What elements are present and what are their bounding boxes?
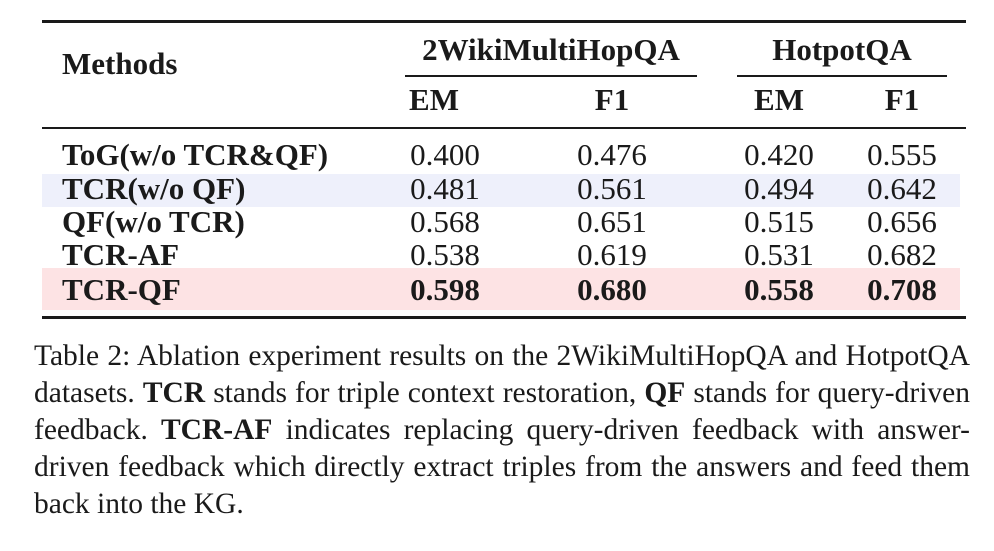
cell-hotpotqa-f1: 0.708 — [867, 272, 937, 307]
cell-hotpotqa-em: 0.420 — [744, 137, 814, 172]
group-header-2wiki: 2WikiMultiHopQA — [422, 32, 680, 67]
table-mid-rule — [42, 127, 966, 129]
cell-hotpotqa-em: 0.531 — [744, 237, 814, 272]
caption-term-qf: QF — [644, 377, 686, 409]
subheader-hotpotqa-em: EM — [754, 82, 804, 117]
cell-hotpotqa-f1: 0.682 — [867, 237, 937, 272]
cell-2wiki-f1: 0.476 — [577, 137, 647, 172]
caption-text: stands for triple context restoration, — [205, 377, 645, 409]
cell-hotpotqa-f1: 0.656 — [867, 204, 937, 239]
row-highlight-tcr-qf — [42, 268, 960, 310]
cell-hotpotqa-em: 0.558 — [744, 272, 814, 307]
row-method: TCR(w/o QF) — [62, 171, 246, 206]
row-method: TCR-QF — [62, 272, 181, 307]
cmidrule-2wiki — [405, 75, 697, 77]
cell-hotpotqa-f1: 0.555 — [867, 137, 937, 172]
cell-2wiki-f1: 0.561 — [577, 171, 647, 206]
cell-hotpotqa-em: 0.515 — [744, 204, 814, 239]
cell-2wiki-em: 0.400 — [410, 137, 480, 172]
cell-2wiki-f1: 0.619 — [577, 237, 647, 272]
methods-header: Methods — [62, 46, 178, 81]
cmidrule-hotpotqa — [737, 75, 947, 77]
caption-term-tcr: TCR — [142, 377, 206, 409]
cell-2wiki-em: 0.568 — [410, 204, 480, 239]
table-bottom-rule — [42, 316, 966, 319]
row-highlight-tcr-wo-qf — [42, 174, 960, 207]
row-method: TCR-AF — [62, 237, 180, 272]
caption-text: stands for query-driven feedback. — [34, 377, 970, 446]
subheader-2wiki-f1: F1 — [594, 82, 630, 117]
cell-2wiki-em: 0.538 — [410, 237, 480, 272]
row-method: ToG(w/o TCR&QF) — [62, 137, 329, 172]
table-caption: Table 2: Ablation experiment results on … — [34, 338, 970, 523]
caption-term-tcr-af: TCR-AF — [160, 414, 273, 446]
cell-hotpotqa-f1: 0.642 — [867, 171, 937, 206]
cell-2wiki-em: 0.598 — [410, 272, 480, 307]
row-method: QF(w/o TCR) — [62, 204, 245, 239]
cell-2wiki-f1: 0.651 — [577, 204, 647, 239]
cell-2wiki-f1: 0.680 — [577, 272, 647, 307]
group-header-hotpotqa: HotpotQA — [772, 32, 912, 67]
subheader-hotpotqa-f1: F1 — [884, 82, 920, 117]
table-top-rule — [42, 20, 966, 23]
subheader-2wiki-em: EM — [409, 82, 459, 117]
caption-text: indicates replacing query-driven feedbac… — [34, 414, 970, 520]
caption-text: Table 2: Ablation experiment results on … — [34, 340, 970, 409]
cell-hotpotqa-em: 0.494 — [744, 171, 814, 206]
cell-2wiki-em: 0.481 — [410, 171, 480, 206]
